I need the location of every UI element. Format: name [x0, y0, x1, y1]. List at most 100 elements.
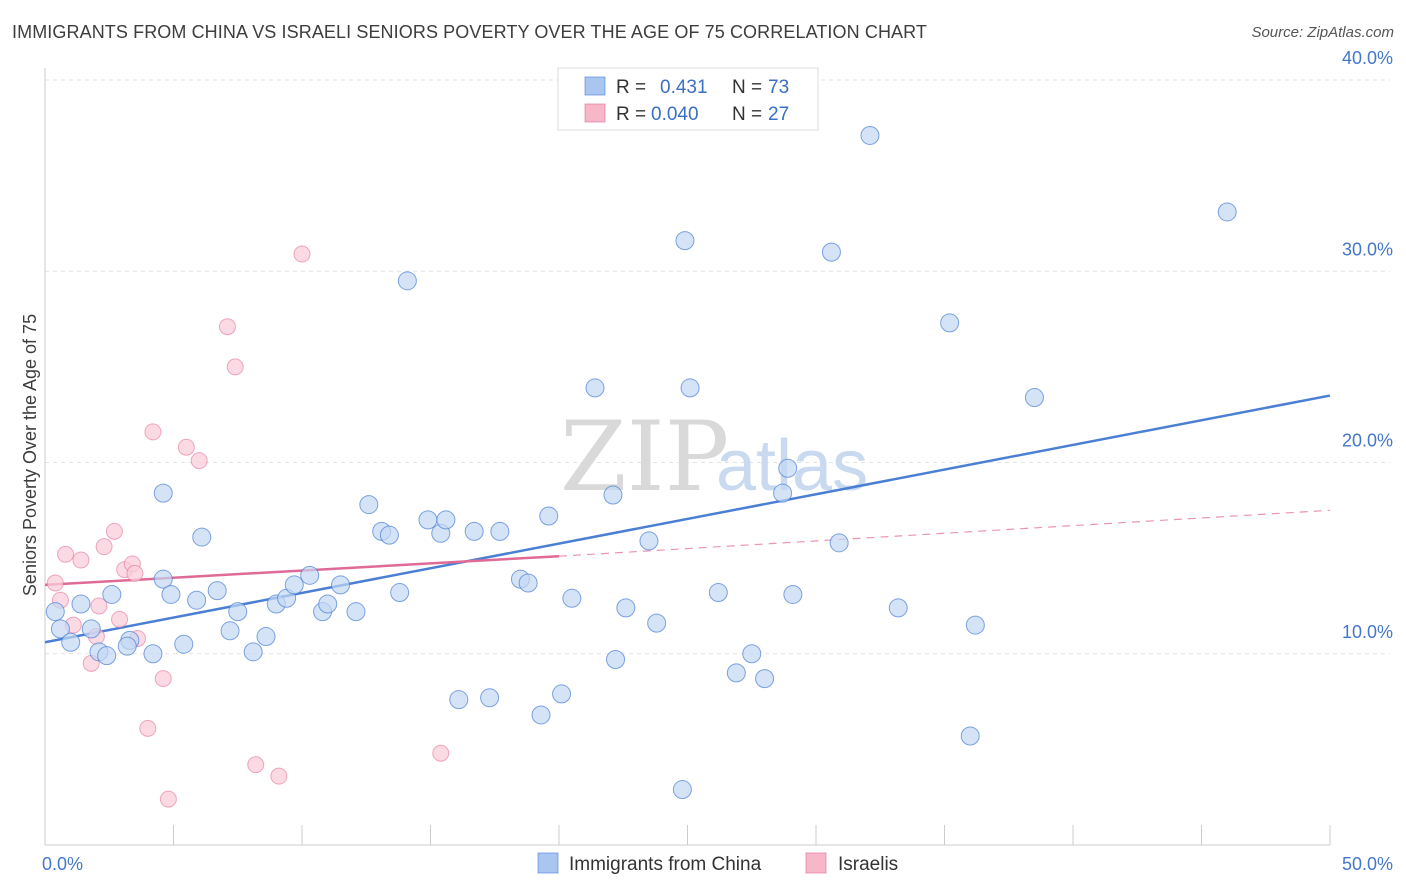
point-israelis-15: [144, 423, 162, 441]
axes: [44, 68, 1331, 846]
point-china-33: [390, 583, 410, 603]
y-axis-label: Seniors Poverty Over the Age of 75: [20, 314, 40, 596]
point-china-21: [243, 642, 263, 662]
point-china-12: [161, 584, 181, 604]
point-china-9: [117, 636, 137, 656]
point-israelis-14: [139, 719, 157, 737]
point-china-28: [331, 575, 351, 595]
bottom-legend-swatch-israelis: [805, 852, 827, 874]
point-china-24: [284, 575, 304, 595]
legend-swatch-israelis: [584, 103, 606, 123]
x-tick-label-max: 50.0%: [1342, 854, 1393, 874]
y-tick-label-1: 20.0%: [1342, 431, 1393, 451]
bottom-legend-label-china: Immigrants from China: [569, 854, 762, 875]
point-china-14: [174, 634, 194, 654]
legend-swatch-china: [584, 76, 606, 96]
legend-r-value-china: 0.431: [660, 77, 708, 98]
point-china-30: [359, 495, 379, 515]
point-china-70: [965, 615, 985, 635]
point-china-46: [552, 684, 572, 704]
point-china-34: [397, 271, 417, 291]
point-israelis-17: [159, 790, 177, 808]
point-china-44: [531, 705, 551, 725]
point-china-57: [708, 583, 728, 603]
point-china-45: [539, 506, 559, 526]
legend-top: R = 0.431 N = 73 R = 0.040 N = 27: [557, 67, 819, 131]
point-china-10: [143, 644, 163, 664]
point-china-65: [829, 533, 849, 553]
point-china-6: [97, 646, 117, 666]
point-china-49: [603, 485, 623, 505]
legend-n-label-china: N =: [732, 77, 762, 98]
point-china-51: [616, 598, 636, 618]
point-israelis-7: [90, 597, 108, 615]
bottom-legend-swatch-china: [537, 852, 559, 874]
point-china-18: [220, 621, 240, 641]
point-china-60: [755, 669, 775, 689]
legend-n-label-israelis: N =: [732, 104, 762, 125]
y-tick-label-2: 30.0%: [1342, 239, 1393, 259]
point-china-68: [940, 313, 960, 333]
y-tick-label-0: 10.0%: [1342, 622, 1393, 642]
legend-r-value-israelis: 0.040: [651, 104, 699, 125]
point-israelis-20: [218, 318, 236, 336]
tick-labels: 10.0% 20.0% 30.0% 40.0% 0.0% 50.0%: [42, 48, 1393, 874]
point-china-25: [300, 565, 320, 585]
point-china-0: [45, 602, 65, 622]
point-china-40: [480, 688, 500, 708]
point-israelis-19: [190, 452, 208, 470]
point-israelis-24: [293, 245, 311, 263]
trend-line-israelis-extension: [558, 509, 1331, 557]
point-china-52: [639, 531, 659, 551]
x-tick-label-min: 0.0%: [42, 854, 83, 874]
point-china-8: [102, 584, 122, 604]
gridlines: [45, 79, 1390, 655]
point-china-58: [726, 663, 746, 683]
point-china-56: [680, 378, 700, 398]
point-china-47: [562, 588, 582, 608]
point-china-62: [778, 458, 798, 478]
point-israelis-16: [154, 670, 172, 688]
point-china-29: [346, 602, 366, 622]
point-china-38: [449, 690, 469, 710]
point-china-50: [606, 649, 626, 669]
point-china-20: [256, 627, 276, 647]
point-china-63: [783, 584, 803, 604]
point-israelis-8: [105, 522, 123, 540]
point-china-17: [192, 527, 212, 547]
point-china-64: [821, 242, 841, 262]
point-china-35: [418, 510, 438, 530]
point-israelis-18: [177, 438, 195, 456]
point-china-32: [379, 525, 399, 545]
bottom-legend-label-israelis: Israelis: [838, 854, 898, 875]
point-israelis-0: [46, 574, 64, 592]
point-israelis-12: [126, 564, 144, 582]
point-china-37: [436, 510, 456, 530]
point-china-4: [81, 619, 101, 639]
point-israelis-9: [111, 610, 129, 628]
point-china-27: [318, 594, 338, 614]
point-china-11: [153, 569, 173, 589]
point-china-71: [1024, 387, 1044, 407]
point-china-19: [228, 602, 248, 622]
watermark-zip: ZIP: [560, 401, 729, 513]
point-china-72: [1217, 202, 1237, 222]
point-israelis-26: [95, 538, 113, 556]
data-points: [45, 125, 1237, 808]
chart-title: IMMIGRANTS FROM CHINA VS ISRAELI SENIORS…: [12, 22, 928, 42]
point-china-53: [647, 613, 667, 633]
point-china-39: [464, 521, 484, 541]
point-israelis-22: [247, 756, 265, 774]
point-china-1: [50, 619, 70, 639]
legend-n-value-china: 73: [768, 77, 789, 98]
legend-bottom: Immigrants from China Israelis: [537, 852, 898, 875]
point-china-41: [490, 521, 510, 541]
point-israelis-21: [226, 358, 244, 376]
point-china-16: [207, 581, 227, 601]
point-china-69: [960, 726, 980, 746]
point-china-55: [675, 231, 695, 251]
point-israelis-25: [432, 744, 450, 762]
point-israelis-23: [270, 767, 288, 785]
point-china-15: [187, 590, 207, 610]
